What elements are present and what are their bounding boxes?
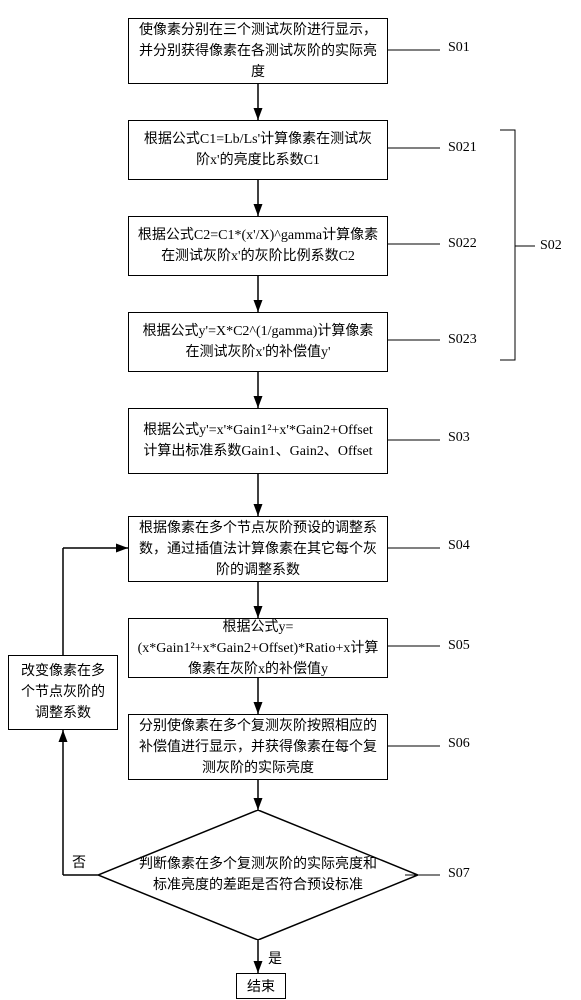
step-s06-text: 分别使像素在多个复测灰阶按照相应的补偿值进行显示，并获得像素在每个复测灰阶的实际… (137, 716, 379, 779)
step-s04-text: 根据像素在多个节点灰阶预设的调整系数，通过插值法计算像素在其它每个灰阶的调整系数 (137, 518, 379, 581)
label-s021: S021 (448, 140, 477, 156)
step-s05: 根据公式y=(x*Gain1²+x*Gain2+Offset)*Ratio+x计… (128, 618, 388, 678)
step-s022: 根据公式C2=C1*(x'/X)^gamma计算像素在测试灰阶x'的灰阶比例系数… (128, 216, 388, 276)
branch-no: 否 (72, 852, 86, 872)
decision-s07: 判断像素在多个复测灰阶的实际亮度和标准亮度的差距是否符合预设标准 (98, 810, 418, 940)
step-s03: 根据公式y'=x'*Gain1²+x'*Gain2+Offset计算出标准系数G… (128, 408, 388, 474)
end-box: 结束 (236, 973, 286, 999)
label-s02: S02 (540, 238, 562, 254)
step-s021-text: 根据公式C1=Lb/Ls'计算像素在测试灰阶x'的亮度比系数C1 (137, 129, 379, 171)
label-s03: S03 (448, 430, 470, 446)
label-s07: S07 (448, 866, 470, 882)
step-s01: 使像素分别在三个测试灰阶进行显示，并分别获得像素在各测试灰阶的实际亮度 (128, 18, 388, 84)
label-s04: S04 (448, 538, 470, 554)
branch-yes: 是 (268, 948, 282, 968)
label-s022: S022 (448, 236, 477, 252)
step-s04: 根据像素在多个节点灰阶预设的调整系数，通过插值法计算像素在其它每个灰阶的调整系数 (128, 516, 388, 582)
step-s023: 根据公式y'=X*C2^(1/gamma)计算像素在测试灰阶x'的补偿值y' (128, 312, 388, 372)
step-s06: 分别使像素在多个复测灰阶按照相应的补偿值进行显示，并获得像素在每个复测灰阶的实际… (128, 714, 388, 780)
step-s021: 根据公式C1=Lb/Ls'计算像素在测试灰阶x'的亮度比系数C1 (128, 120, 388, 180)
label-s06: S06 (448, 736, 470, 752)
label-s05: S05 (448, 638, 470, 654)
step-s023-text: 根据公式y'=X*C2^(1/gamma)计算像素在测试灰阶x'的补偿值y' (137, 321, 379, 363)
end-text: 结束 (247, 980, 275, 995)
step-s05-text: 根据公式y=(x*Gain1²+x*Gain2+Offset)*Ratio+x计… (137, 617, 379, 680)
step-s01-text: 使像素分别在三个测试灰阶进行显示，并分别获得像素在各测试灰阶的实际亮度 (137, 20, 379, 83)
feedback-text: 改变像素在多个节点灰阶的调整系数 (17, 661, 109, 724)
step-s03-text: 根据公式y'=x'*Gain1²+x'*Gain2+Offset计算出标准系数G… (137, 420, 379, 462)
feedback-box: 改变像素在多个节点灰阶的调整系数 (8, 655, 118, 730)
decision-s07-text: 判断像素在多个复测灰阶的实际亮度和标准亮度的差距是否符合预设标准 (138, 854, 378, 896)
label-s01: S01 (448, 40, 470, 56)
label-s023: S023 (448, 332, 477, 348)
step-s022-text: 根据公式C2=C1*(x'/X)^gamma计算像素在测试灰阶x'的灰阶比例系数… (137, 225, 379, 267)
